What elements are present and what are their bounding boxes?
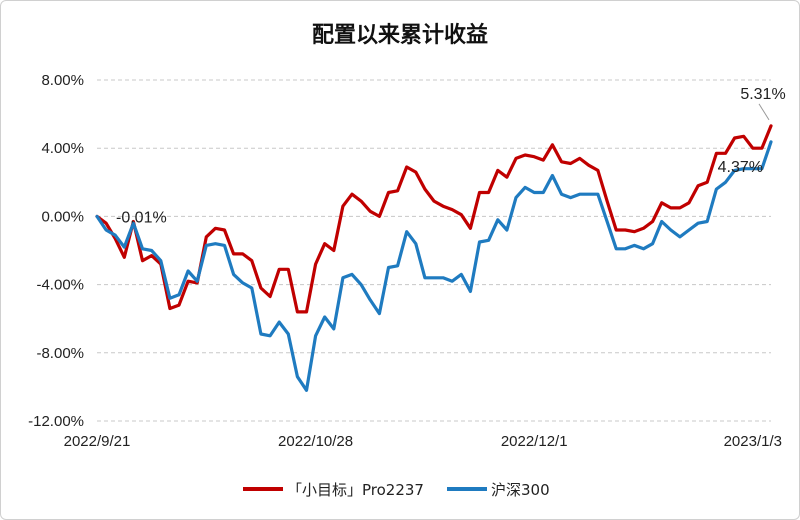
legend: 「小目标」Pro2237 沪深300 xyxy=(243,481,550,499)
data-annotations: -0.01% 5.31% 4.37% xyxy=(116,86,786,227)
annotation-start-label: -0.01% xyxy=(116,209,167,226)
chart-title: 配置以来累计收益 xyxy=(312,22,488,48)
series-line-0 xyxy=(95,124,773,314)
x-tick-label: 2023/1/3 xyxy=(724,433,782,450)
y-tick-label: 0.00% xyxy=(41,208,84,225)
x-tick-label: 2022/9/21 xyxy=(64,433,131,450)
series-lines xyxy=(95,124,773,392)
y-tick-label: -12.00% xyxy=(28,413,84,430)
x-axis-ticks: 2022/9/21 2022/10/28 2022/12/1 2023/1/3 xyxy=(64,433,782,450)
x-tick-label: 2022/12/1 xyxy=(501,433,568,450)
annotation-end-label: 4.37% xyxy=(718,159,763,176)
annotation-leader-line xyxy=(758,103,770,121)
grid-lines xyxy=(97,79,771,422)
x-tick-label: 2022/10/28 xyxy=(278,433,353,450)
y-tick-label: 4.00% xyxy=(41,140,84,157)
legend-label: 沪深300 xyxy=(491,481,550,499)
y-tick-label: -8.00% xyxy=(36,345,84,362)
y-axis-ticks: 8.00% 4.00% 0.00% -4.00% -8.00% -12.00% xyxy=(28,72,84,430)
legend-label: 「小目标」Pro2237 xyxy=(287,481,424,499)
y-tick-label: -4.00% xyxy=(36,277,84,294)
y-tick-label: 8.00% xyxy=(41,72,84,89)
annotation-end-label: 5.31% xyxy=(740,86,785,103)
series-line-1 xyxy=(95,140,773,392)
